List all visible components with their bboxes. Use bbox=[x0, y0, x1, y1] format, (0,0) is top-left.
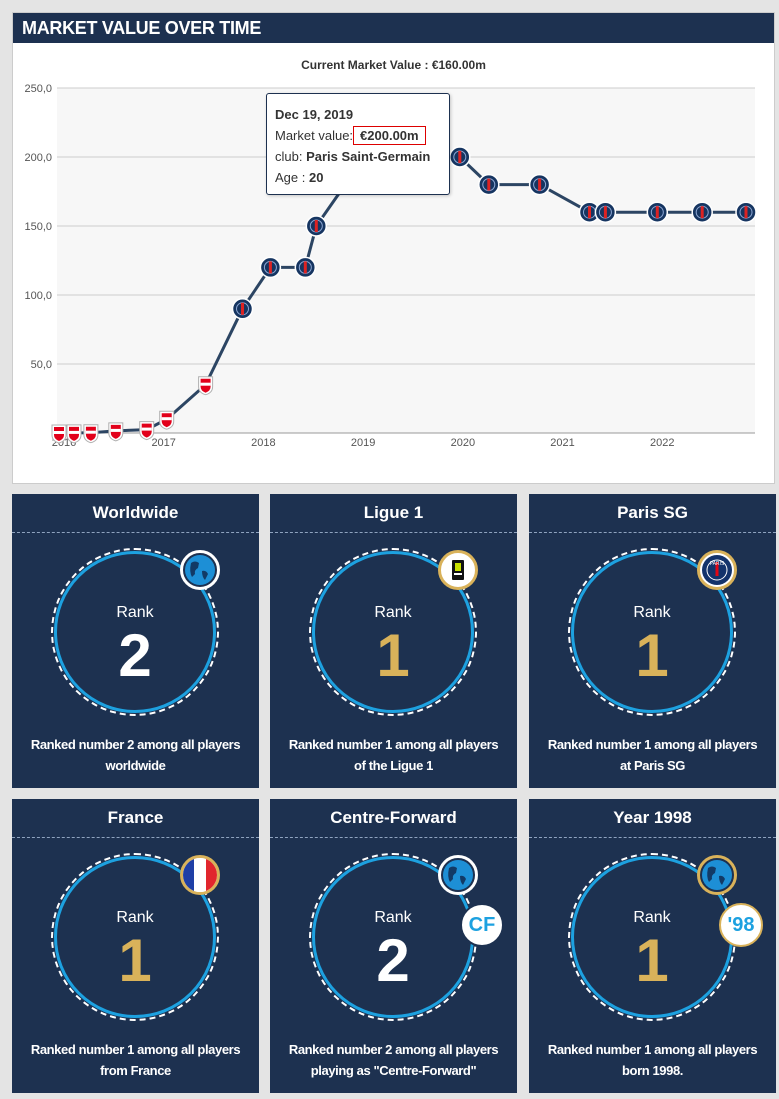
current-market-value-label: Current Market Value bbox=[301, 58, 422, 72]
x-tick-label: 2019 bbox=[351, 437, 375, 449]
rank-number: 2 bbox=[118, 622, 152, 689]
x-tick-label: 2022 bbox=[650, 437, 674, 449]
rank-card-title: Paris SG bbox=[529, 494, 776, 533]
rank-label: Rank bbox=[116, 909, 154, 926]
rank-card[interactable]: Ligue 1 Rank 1 Ranked number 1 among all pl… bbox=[270, 494, 517, 788]
market-value-panel: MARKET VALUE OVER TIME Current Market Va… bbox=[12, 12, 775, 484]
monaco-marker bbox=[83, 424, 99, 444]
rank-ring: Rank 1 bbox=[51, 853, 219, 1021]
rank-number: 1 bbox=[635, 927, 669, 994]
ligue1-logo-icon bbox=[438, 550, 478, 590]
tooltip-date: Dec 19, 2019 bbox=[275, 107, 354, 122]
rank-card[interactable]: Centre-Forward Rank 2 CF Ranked number 2 amo… bbox=[270, 799, 517, 1093]
y-tick-label: 50,0 bbox=[31, 359, 52, 371]
monaco-marker bbox=[159, 410, 175, 430]
tooltip-mv-value: €200.00m bbox=[360, 128, 419, 143]
globe-icon bbox=[438, 855, 478, 895]
monaco-marker bbox=[108, 422, 124, 442]
psg-marker bbox=[528, 173, 551, 196]
psg-marker bbox=[646, 201, 669, 223]
psg-marker bbox=[231, 298, 254, 320]
rank-card-title: Centre-Forward bbox=[270, 799, 517, 838]
psg-marker bbox=[305, 215, 328, 237]
psg-marker bbox=[259, 256, 282, 279]
monaco-marker bbox=[66, 424, 82, 444]
x-tick-label: 2021 bbox=[550, 437, 574, 449]
monaco-marker bbox=[51, 424, 67, 444]
psg-marker bbox=[478, 173, 500, 196]
current-market-value: Current Market Value : €160.00m bbox=[301, 58, 486, 72]
position-badge: '98 bbox=[719, 903, 763, 947]
rank-number: 1 bbox=[635, 622, 669, 689]
rank-description: Ranked number 1 among all players from F… bbox=[30, 1042, 241, 1078]
rank-number: 1 bbox=[376, 622, 410, 689]
y-tick-label: 200,0 bbox=[24, 152, 52, 164]
rank-ring: Rank 1 bbox=[309, 548, 477, 716]
x-tick-label: 2018 bbox=[251, 437, 275, 449]
svg-text:PARIS: PARIS bbox=[710, 561, 724, 567]
tooltip-age-label: Age : bbox=[275, 170, 306, 185]
rank-label: Rank bbox=[116, 604, 154, 621]
rank-card[interactable]: Paris SG Rank 1 PARIS Ranked number 1 among … bbox=[529, 494, 776, 788]
rank-ring: Rank 1 bbox=[568, 548, 736, 716]
x-tick-label: 2017 bbox=[151, 437, 175, 449]
chart-tooltip: Dec 19, 2019 Market value: €200.00m club:… bbox=[266, 93, 450, 195]
tooltip-club-label: club: bbox=[275, 149, 303, 164]
rank-description: Ranked number 2 among all players playin… bbox=[288, 1042, 499, 1078]
rank-card[interactable]: Year 1998 Rank 1 '98 Ranked number 1 among a… bbox=[529, 799, 776, 1093]
rank-ring: Rank 2 bbox=[51, 548, 219, 716]
psg-marker bbox=[735, 201, 757, 223]
france-flag-icon bbox=[180, 855, 220, 895]
psg-marker bbox=[449, 146, 471, 168]
psg-crest-icon: PARIS bbox=[697, 550, 737, 590]
rank-description: Ranked number 2 among all players worldw… bbox=[30, 737, 241, 773]
rank-label: Rank bbox=[633, 604, 671, 621]
panel-title: MARKET VALUE OVER TIME bbox=[13, 13, 774, 43]
rank-card[interactable]: France Rank 1 Ranked number 1 among all pla… bbox=[12, 799, 259, 1093]
rank-card-title: Worldwide bbox=[12, 494, 259, 533]
globe-icon bbox=[697, 855, 737, 895]
rank-label: Rank bbox=[374, 909, 412, 926]
rank-description: Ranked number 1 among all players born 1… bbox=[547, 1042, 758, 1078]
rank-card-title: Year 1998 bbox=[529, 799, 776, 838]
rank-card-title: Ligue 1 bbox=[270, 494, 517, 533]
monaco-marker bbox=[139, 421, 155, 441]
psg-marker bbox=[691, 201, 713, 223]
monaco-marker bbox=[198, 376, 214, 396]
rank-number: 2 bbox=[376, 927, 410, 994]
tooltip-age-value: 20 bbox=[308, 170, 324, 185]
tooltip-mv-label: Market value: bbox=[275, 128, 354, 143]
current-market-value-amount: €160.00m bbox=[431, 58, 486, 72]
x-tick-label: 2020 bbox=[451, 437, 475, 449]
psg-marker bbox=[294, 256, 317, 279]
psg-marker bbox=[594, 201, 617, 223]
rank-label: Rank bbox=[374, 604, 412, 621]
psg-marker bbox=[578, 201, 601, 223]
rank-label: Rank bbox=[633, 909, 671, 926]
rank-description: Ranked number 1 among all players at Par… bbox=[547, 737, 758, 773]
rank-number: 1 bbox=[118, 927, 152, 994]
y-tick-label: 250,0 bbox=[24, 83, 52, 95]
position-badge: CF bbox=[460, 903, 504, 947]
rank-description: Ranked number 1 among all players of the… bbox=[288, 737, 499, 773]
tooltip-club-value: Paris Saint-Germain bbox=[306, 149, 431, 164]
y-tick-label: 100,0 bbox=[24, 290, 52, 302]
rank-card[interactable]: Worldwide Rank 2 Ranked number 2 among all … bbox=[12, 494, 259, 788]
y-tick-label: 150,0 bbox=[24, 221, 52, 233]
rank-card-title: France bbox=[12, 799, 259, 838]
globe-icon bbox=[180, 550, 220, 590]
